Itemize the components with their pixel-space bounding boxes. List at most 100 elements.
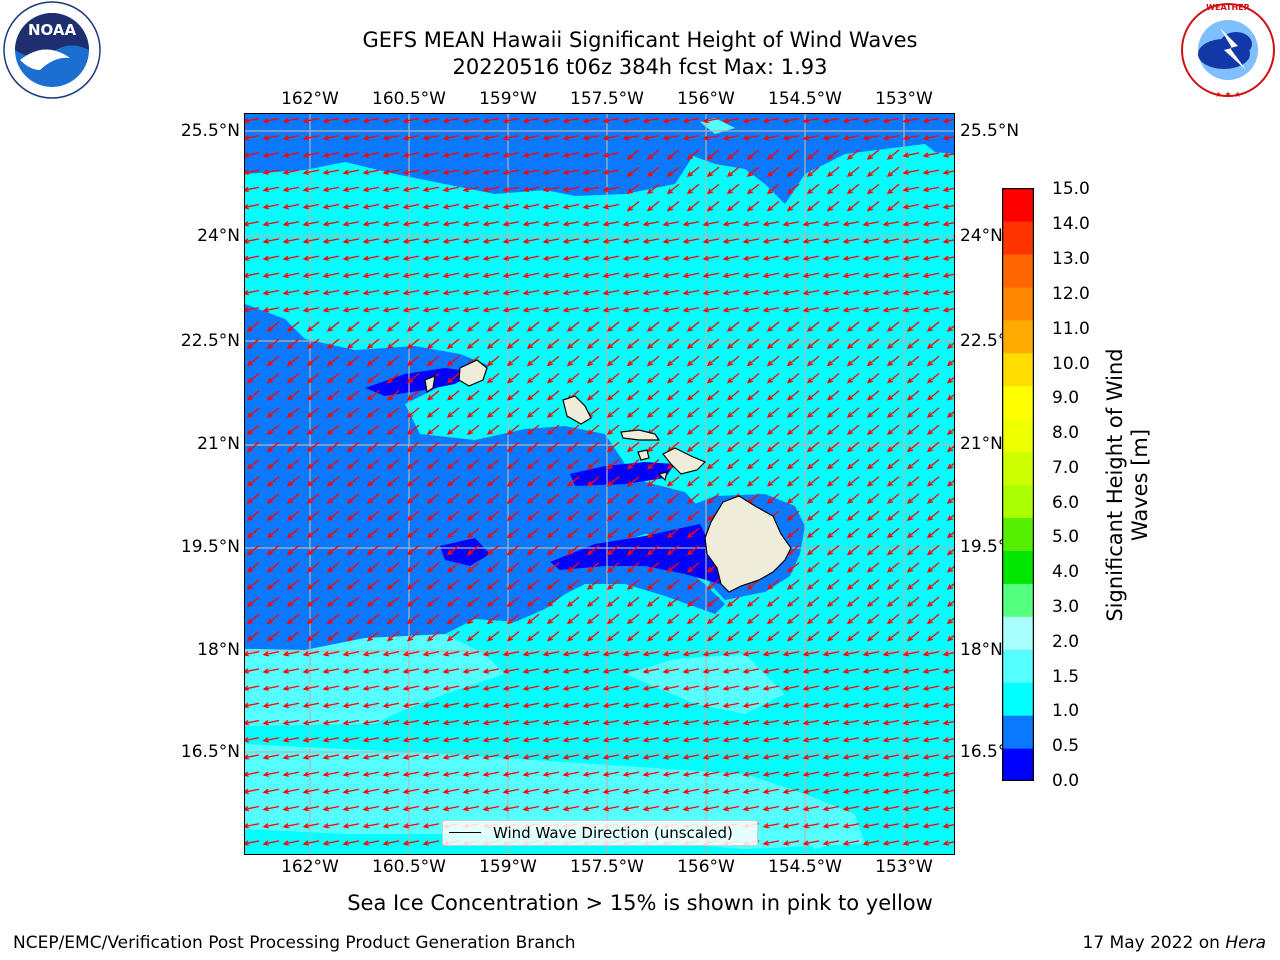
wind-wave-arrow <box>406 390 420 401</box>
wind-wave-arrow <box>446 596 460 608</box>
wind-wave-arrow <box>522 255 540 261</box>
wind-wave-arrow <box>282 823 300 829</box>
wind-wave-arrow <box>582 805 600 812</box>
wind-wave-arrow <box>706 613 720 625</box>
wind-wave-arrow <box>322 272 340 279</box>
wind-wave-arrow <box>526 338 540 350</box>
wind-wave-arrow <box>602 788 620 795</box>
wind-wave-arrow <box>386 424 400 436</box>
wind-wave-arrow <box>386 596 400 608</box>
wind-wave-arrow <box>302 169 320 175</box>
wind-wave-arrow <box>566 527 580 539</box>
wind-wave-arrow <box>502 651 520 657</box>
wind-wave-arrow <box>442 135 460 141</box>
wind-wave-arrow <box>786 321 800 332</box>
wind-wave-arrow <box>946 617 954 625</box>
wind-wave-arrow <box>322 685 340 691</box>
wind-wave-arrow <box>246 630 260 642</box>
wind-wave-arrow <box>926 458 940 470</box>
wind-wave-arrow <box>762 771 780 777</box>
wind-wave-arrow <box>882 238 900 244</box>
wind-wave-arrow <box>762 668 780 674</box>
wind-wave-arrow <box>346 510 360 522</box>
wind-wave-arrow <box>806 493 820 504</box>
wind-wave-arrow <box>346 579 360 590</box>
wind-wave-arrow <box>686 441 700 453</box>
wind-wave-arrow <box>622 702 640 709</box>
wind-wave-arrow <box>486 476 500 487</box>
wind-wave-arrow <box>922 117 940 124</box>
wind-wave-arrow <box>626 510 640 522</box>
wind-wave-arrow <box>942 823 954 829</box>
wind-wave-arrow <box>822 255 840 261</box>
colorbar-tick: 1.5 <box>1052 667 1080 687</box>
wind-wave-arrow <box>922 289 940 296</box>
wind-wave-arrow <box>546 390 560 401</box>
wind-wave-arrow <box>622 737 640 743</box>
wind-wave-arrow <box>526 458 540 470</box>
wind-wave-arrow <box>646 200 660 212</box>
wind-wave-arrow <box>426 562 440 573</box>
wind-wave-arrow <box>782 135 800 141</box>
wind-wave-arrow <box>586 510 600 522</box>
wind-wave-arrow <box>286 407 300 418</box>
wind-wave-arrow <box>482 737 500 743</box>
wind-wave-arrow <box>282 152 300 158</box>
wind-wave-arrow <box>682 651 700 657</box>
colorbar-tick: 13.0 <box>1052 249 1090 269</box>
wind-wave-arrow <box>762 702 780 709</box>
wind-wave-arrow <box>786 441 800 453</box>
wind-wave-arrow <box>422 823 440 829</box>
wind-wave-arrow <box>686 630 700 642</box>
wind-wave-arrow <box>786 458 800 470</box>
wind-wave-arrow <box>862 805 880 812</box>
wind-wave-arrow <box>306 390 320 401</box>
wind-wave-arrow <box>426 630 440 642</box>
wind-wave-arrow <box>322 169 340 175</box>
wind-wave-arrow <box>286 372 300 384</box>
wind-wave-arrow <box>406 613 420 625</box>
wind-wave-arrow <box>842 117 860 124</box>
wind-wave-arrow <box>942 719 954 726</box>
wind-wave-arrow <box>326 424 340 436</box>
wind-wave-arrow <box>822 238 840 244</box>
wind-wave-arrow <box>582 788 600 795</box>
wind-wave-arrow <box>406 527 420 539</box>
wind-wave-arrow <box>406 424 420 436</box>
island-molokai <box>620 429 661 441</box>
wind-wave-arrow <box>686 149 700 160</box>
wind-wave-arrow <box>642 771 660 777</box>
wind-wave-arrow <box>846 338 860 350</box>
wind-wave-arrow <box>562 238 580 244</box>
wind-wave-arrow <box>926 510 940 522</box>
wind-wave-arrow <box>322 238 340 244</box>
wind-wave-arrow <box>245 289 260 296</box>
wind-wave-arrow <box>382 668 400 674</box>
wind-wave-arrow <box>702 737 720 743</box>
wind-wave-arrow <box>626 338 640 350</box>
wind-wave-arrow <box>682 754 700 760</box>
wind-wave-arrow <box>522 719 540 726</box>
island-hawaii <box>704 495 792 593</box>
wind-wave-arrow <box>422 186 440 193</box>
wind-wave-arrow <box>582 272 600 279</box>
wind-wave-arrow <box>762 307 780 313</box>
wind-wave-arrow <box>506 527 520 539</box>
wind-wave-arrow <box>546 544 560 556</box>
wind-wave-arrow <box>362 152 380 158</box>
wind-wave-arrow <box>746 407 760 418</box>
wind-wave-arrow <box>562 203 580 210</box>
wind-wave-arrow <box>322 702 340 709</box>
wind-wave-arrow <box>306 630 320 642</box>
wind-wave-arrow <box>362 651 380 657</box>
wind-wave-arrow <box>566 458 580 470</box>
wind-wave-arrow <box>466 613 480 625</box>
wind-wave-arrow <box>486 372 500 384</box>
wind-wave-arrow <box>682 255 700 261</box>
wind-wave-arrow <box>322 805 340 812</box>
wind-wave-arrow <box>342 823 360 829</box>
wind-wave-arrow <box>582 255 600 261</box>
wind-wave-arrow <box>646 441 660 453</box>
wind-wave-arrow <box>422 272 440 279</box>
wind-wave-arrow <box>806 562 820 573</box>
